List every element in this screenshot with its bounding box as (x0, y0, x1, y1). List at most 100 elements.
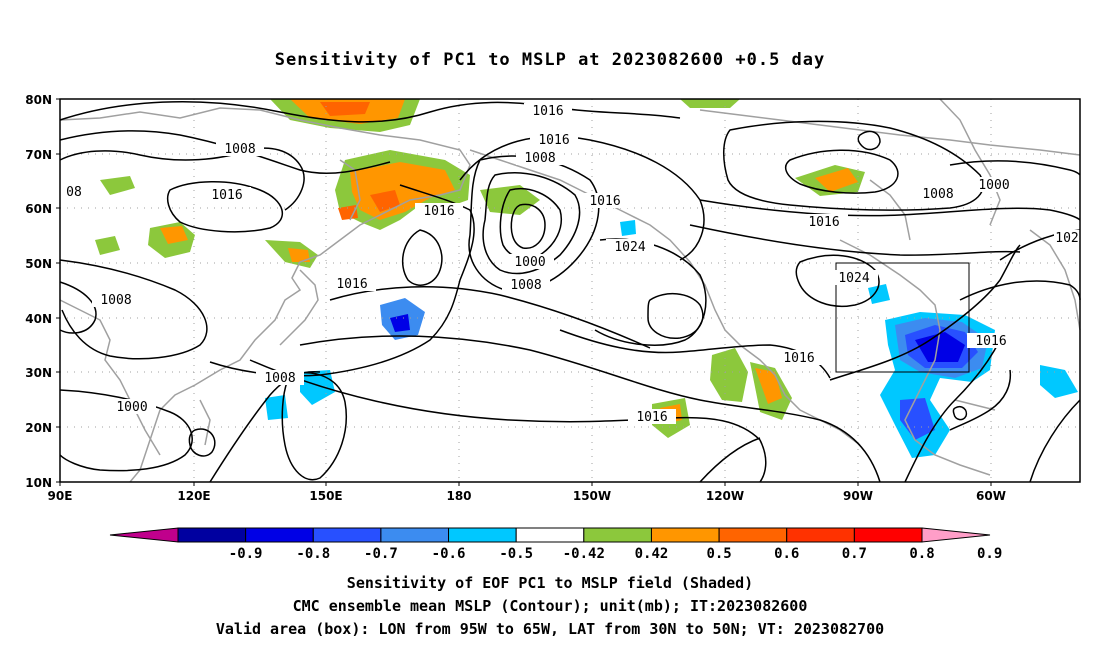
contour-label: 1008 (914, 186, 962, 202)
shade-negative (390, 314, 410, 332)
contour-line (59, 259, 208, 360)
contour-label: 1016 (967, 333, 1015, 349)
coastline-caribbean (954, 399, 996, 411)
lon-label: 150W (573, 489, 611, 503)
contour-label: 1000 (506, 254, 554, 270)
shade-negative (900, 398, 935, 440)
svg-text:1008: 1008 (264, 371, 295, 386)
coastline-greenland (939, 98, 1001, 226)
lat-label: 30N (25, 366, 52, 380)
shade-positive (95, 236, 120, 255)
svg-text:1008: 1008 (524, 151, 555, 166)
contour-line (784, 149, 899, 194)
colorbar-label: -0.42 (563, 546, 605, 562)
svg-text:1000: 1000 (978, 178, 1009, 193)
contour-label: 1016 (628, 409, 676, 425)
svg-text:1008: 1008 (510, 278, 541, 293)
coastline-hudson (869, 179, 911, 241)
contour-line (329, 286, 651, 349)
colorbar-label: -0.9 (229, 546, 263, 562)
colorbar-cell (515, 527, 585, 543)
svg-text:1008: 1008 (224, 142, 255, 157)
lat-label: 80N (25, 93, 52, 107)
caption-contour: CMC ensemble mean MSLP (Contour); unit(m… (292, 597, 808, 615)
coastline-asia (59, 107, 471, 483)
contour-line (699, 199, 1081, 221)
svg-text:1016: 1016 (808, 215, 839, 230)
contour-label: 1000 (970, 177, 1018, 193)
lon-labels: 90E 120E 150E 180 150W 120W 90W 60W (48, 489, 1006, 503)
contour-line (249, 359, 767, 483)
svg-text:1008: 1008 (922, 187, 953, 202)
contour-label: 1008 (216, 141, 264, 157)
shade-positive-strong (815, 168, 858, 192)
contour-line (952, 405, 968, 421)
coastline-north-america-east (839, 239, 991, 476)
colorbar-cell (583, 527, 652, 543)
lon-label: 60W (976, 489, 1006, 503)
shade-positive-strong (160, 226, 188, 244)
svg-text:1016: 1016 (532, 104, 563, 119)
contour-line (699, 437, 761, 483)
contour-label: 1008 (502, 277, 550, 293)
colorbar-right-arrow (921, 527, 991, 543)
shade-negative (300, 370, 335, 405)
colorbar-cell (786, 527, 855, 543)
colorbar-cell (650, 527, 720, 543)
contour-line (510, 203, 546, 249)
contour-line (647, 293, 704, 339)
contour-line (949, 160, 1081, 176)
axis-ticks (56, 98, 992, 486)
contour-label: 1024 (606, 239, 654, 255)
contour-label: 1008 (516, 150, 564, 166)
colorbar-cell (718, 527, 788, 543)
svg-text:1024: 1024 (614, 240, 645, 255)
svg-text:08: 08 (66, 185, 82, 200)
colorbar-label: -0.5 (499, 546, 533, 562)
colorbar-cell (177, 527, 247, 543)
lon-label: 90E (48, 489, 73, 503)
colorbar-cell (853, 527, 923, 543)
contour-line (904, 339, 1001, 483)
valid-area-box (835, 262, 970, 373)
contour-line (299, 335, 881, 483)
svg-text:1000: 1000 (514, 255, 545, 270)
lat-label: 60N (25, 202, 52, 216)
shade-negative (868, 284, 890, 304)
contour-line (949, 369, 1012, 431)
colorbar-label: -0.6 (432, 546, 466, 562)
svg-text:1024: 1024 (838, 271, 869, 286)
colorbar: -0.9 -0.8 -0.7 -0.6 -0.5 -0.42 0.42 0.5 0.6 0.7 0.… (109, 527, 1002, 562)
colorbar-cell (448, 527, 517, 543)
svg-text:1016: 1016 (211, 188, 242, 203)
colorbar-cell (380, 527, 450, 543)
svg-text:1000: 1000 (116, 400, 147, 415)
contour-line (857, 130, 881, 151)
svg-text:1008: 1008 (100, 293, 131, 308)
contour-line (689, 224, 1021, 256)
shade-positive-strong (370, 190, 400, 212)
contour-line (723, 120, 984, 211)
contour-line (795, 254, 880, 307)
shade-positive (710, 348, 748, 402)
contour-label: 1016 (203, 187, 251, 203)
shade-negative (1040, 365, 1078, 398)
coastline-arctic-canada (699, 109, 1081, 156)
caption-shaded: Sensitivity of EOF PC1 to MSLP field (Sh… (346, 574, 754, 592)
colorbar-label: 0.9 (977, 546, 1002, 562)
contour-line (401, 229, 443, 286)
colorbar-label: 0.42 (635, 546, 669, 562)
contour-label: 102 (1054, 230, 1080, 246)
lat-label: 70N (25, 148, 52, 162)
contour-line (59, 281, 97, 334)
svg-text:1016: 1016 (636, 410, 667, 425)
contour-line (459, 135, 705, 261)
lat-label: 20N (25, 421, 52, 435)
contour-labels: 1016 1016 1008 1008 08 1016 1016 1016 10… (60, 103, 1080, 425)
lat-label: 40N (25, 312, 52, 326)
coastline-japan (279, 269, 319, 346)
contour-label: 1016 (415, 203, 463, 219)
contour-label: 1008 (256, 370, 304, 386)
contour-label: 1008 (92, 292, 140, 308)
